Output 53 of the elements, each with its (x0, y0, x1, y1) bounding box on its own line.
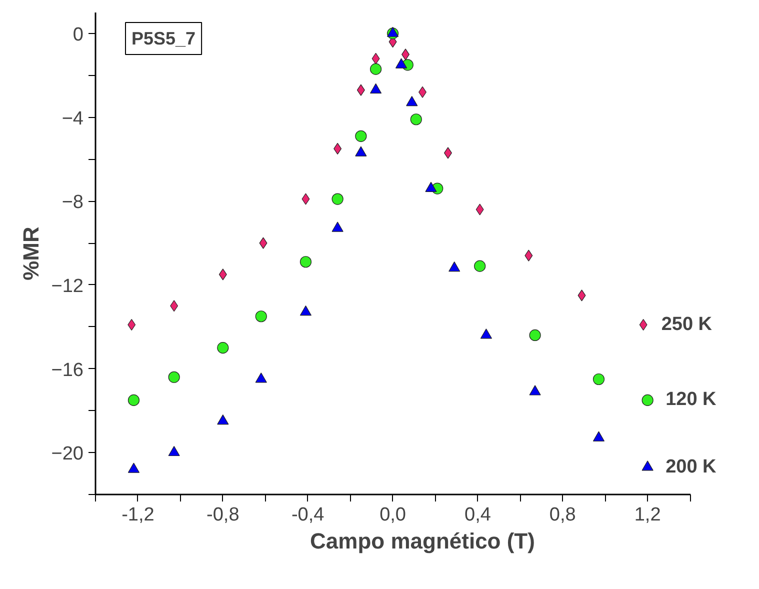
point (332, 193, 344, 205)
y-tick-label: −8 (62, 192, 84, 214)
point (524, 250, 533, 262)
point (356, 84, 365, 96)
point (355, 130, 367, 142)
x-tick-label: -0,8 (206, 504, 240, 526)
series-label: 120 K (666, 389, 717, 410)
point (128, 462, 140, 473)
point (255, 310, 267, 322)
y-axis-title: %MR (18, 226, 44, 280)
series-label: 250 K (661, 314, 712, 335)
annotation: P5S5_7 (132, 28, 196, 48)
point (302, 193, 310, 205)
point (642, 394, 654, 406)
point (529, 329, 541, 342)
point (592, 373, 605, 386)
point (217, 342, 229, 354)
y-tick-label: −16 (51, 360, 84, 381)
point (474, 260, 486, 272)
point (217, 414, 229, 425)
point (578, 290, 586, 302)
x-tick-label: 0,0 (380, 504, 406, 526)
point (255, 372, 267, 383)
x-tick-label: -0,4 (291, 504, 325, 526)
y-tick-label: −12 (51, 276, 84, 297)
point (168, 446, 180, 456)
x-tick-label: 1,2 (634, 504, 661, 526)
x-tick-label: 0,8 (549, 504, 576, 526)
y-tick-label: −4 (62, 108, 84, 130)
x-tick-label: -1,2 (122, 504, 154, 526)
series-label: 200 K (666, 456, 717, 478)
point (170, 300, 178, 312)
point (448, 262, 460, 272)
y-tick-label: −20 (51, 444, 84, 465)
point (480, 328, 492, 339)
x-axis-title: Campo magnético (T) (310, 528, 535, 554)
point (259, 237, 268, 249)
point (529, 385, 541, 396)
point (476, 204, 484, 216)
point (410, 114, 422, 126)
point (592, 431, 605, 442)
y-tick-label: 0 (72, 24, 84, 46)
point (300, 256, 312, 268)
point (372, 52, 380, 64)
point (332, 222, 344, 232)
point (300, 306, 312, 316)
point (370, 63, 382, 75)
point (642, 460, 654, 471)
point (128, 394, 140, 406)
point (425, 182, 437, 192)
point (218, 268, 227, 280)
x-tick-label: 0,4 (464, 504, 492, 526)
point (168, 371, 180, 383)
